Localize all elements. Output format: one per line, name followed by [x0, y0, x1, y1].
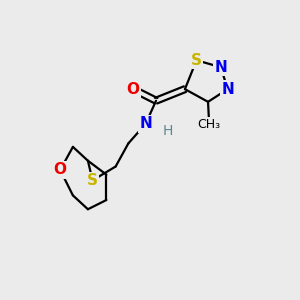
- Text: S: S: [191, 53, 202, 68]
- Text: CH₃: CH₃: [198, 118, 221, 131]
- Text: N: N: [214, 60, 227, 75]
- Text: O: O: [127, 82, 140, 97]
- Text: N: N: [139, 116, 152, 131]
- Text: S: S: [87, 173, 98, 188]
- Text: O: O: [54, 163, 67, 178]
- Text: N: N: [221, 82, 234, 97]
- Text: H: H: [162, 124, 173, 138]
